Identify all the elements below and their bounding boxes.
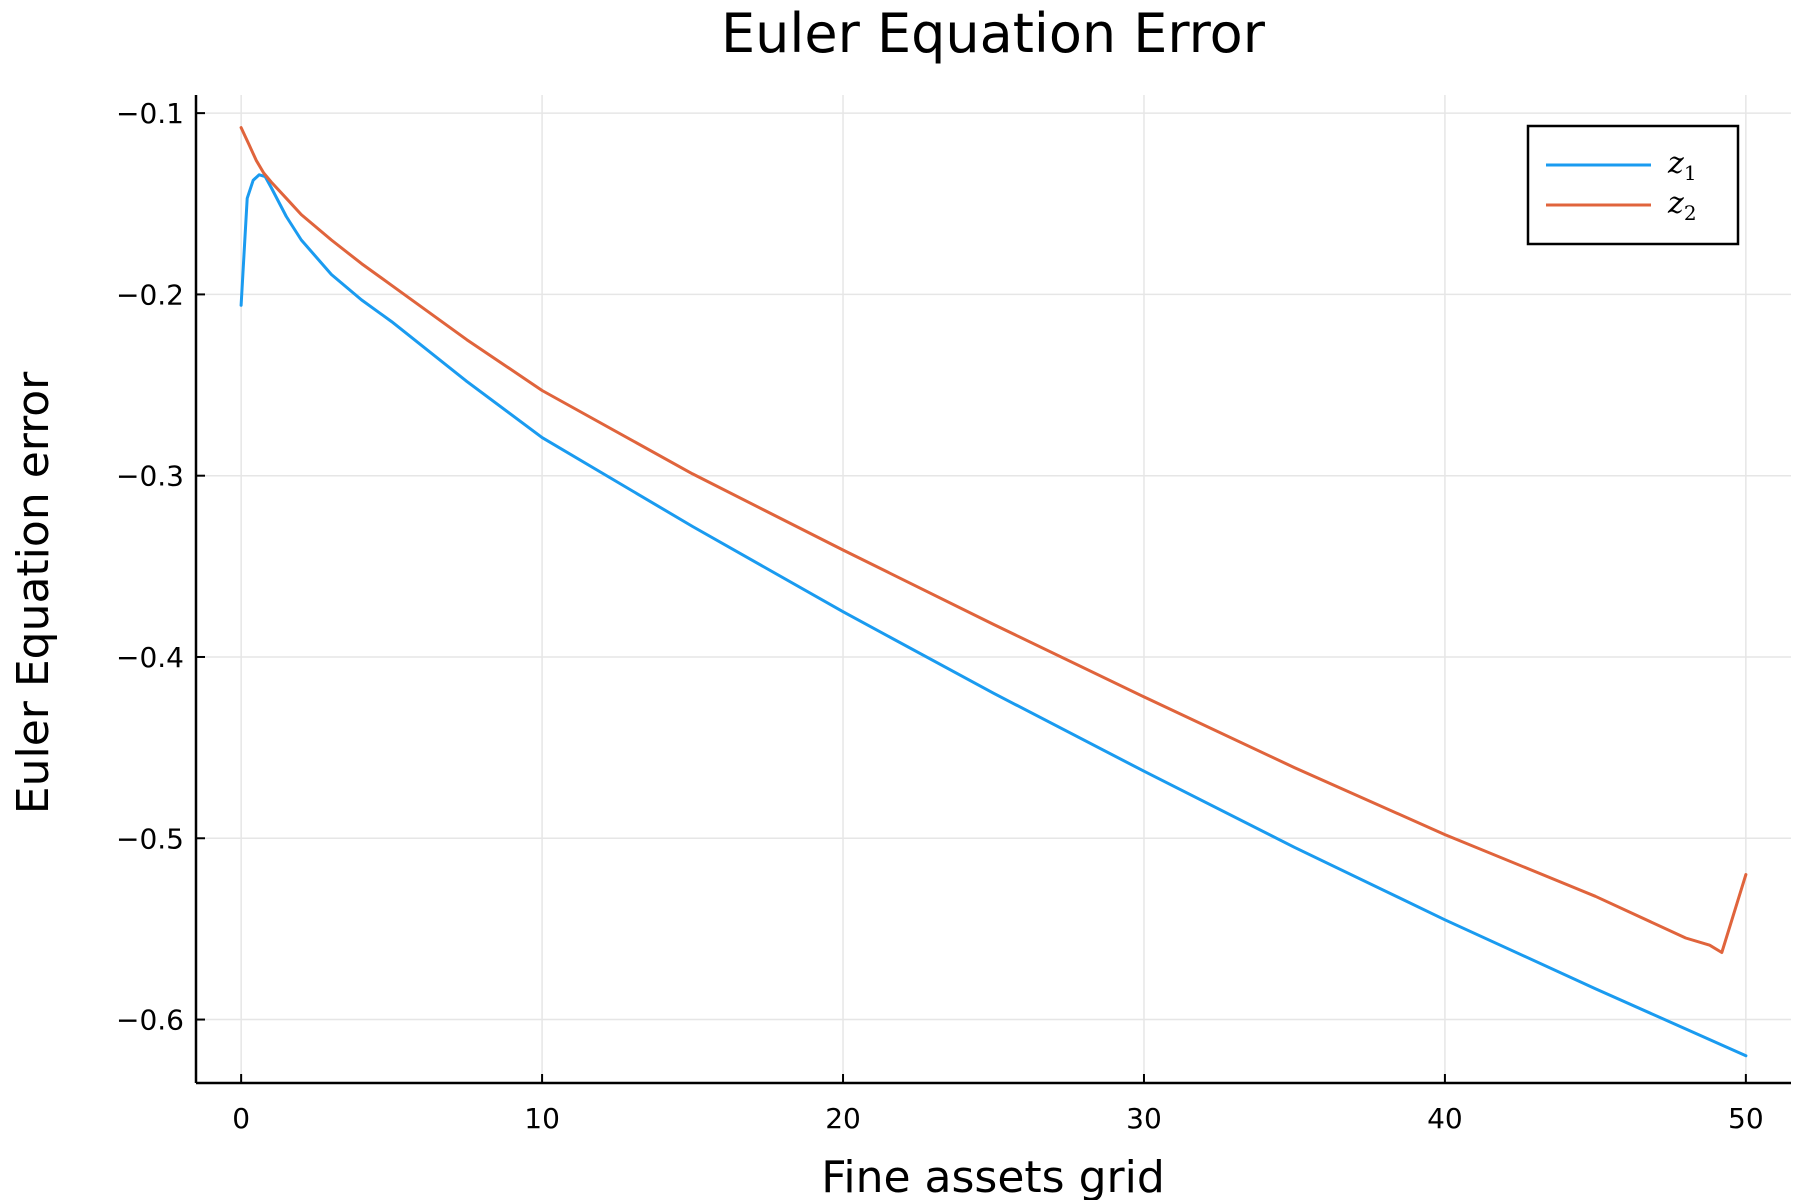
legend-label-subscript: 1 bbox=[1684, 161, 1697, 185]
series-lines bbox=[239, 126, 1748, 1058]
series-line-z1 bbox=[239, 173, 1748, 1058]
y-tick-label: −0.2 bbox=[116, 278, 184, 311]
y-tick-label: −0.1 bbox=[116, 97, 184, 130]
x-tick-label: 40 bbox=[1427, 1102, 1463, 1135]
y-tick-label: −0.6 bbox=[116, 1004, 184, 1037]
chart-title: Euler Equation Error bbox=[721, 2, 1266, 65]
x-tick-label: 20 bbox=[825, 1102, 861, 1135]
legend-label-z1: z1 bbox=[1667, 146, 1697, 185]
y-tick-label: −0.5 bbox=[116, 822, 184, 855]
y-tick-label: −0.3 bbox=[116, 460, 184, 493]
x-axis-label: Fine assets grid bbox=[821, 1152, 1165, 1200]
x-tick-label: 10 bbox=[524, 1102, 560, 1135]
y-tick-label: −0.4 bbox=[116, 641, 184, 674]
legend-box bbox=[1526, 124, 1740, 246]
grid bbox=[196, 95, 1791, 1083]
legend-label-z2: z2 bbox=[1667, 186, 1697, 225]
x-tick-label: 0 bbox=[232, 1102, 250, 1135]
legend-label-name: z bbox=[1667, 186, 1684, 221]
series-line-z2 bbox=[239, 126, 1748, 954]
x-tick-label: 30 bbox=[1126, 1102, 1162, 1135]
x-tick-label: 50 bbox=[1728, 1102, 1764, 1135]
legend-label-subscript: 2 bbox=[1684, 201, 1697, 225]
ticks: 0 10 20 30 40 50 −0.1 −0.2 −0.3 −0.4 −0.5 −0.6 bbox=[116, 97, 1764, 1135]
y-axis-label: Euler Equation error bbox=[8, 371, 59, 814]
legend-label-name: z bbox=[1667, 146, 1684, 181]
